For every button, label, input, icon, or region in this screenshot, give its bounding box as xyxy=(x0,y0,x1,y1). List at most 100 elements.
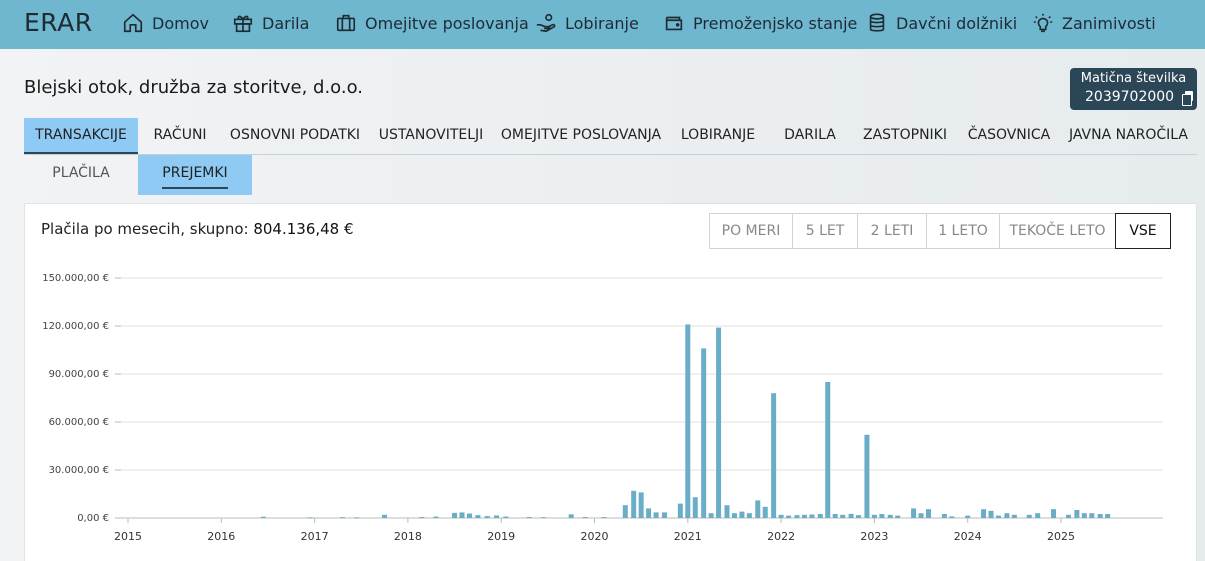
nav-item-omejitve-poslovanja[interactable]: Omejitve poslovanja xyxy=(335,12,529,34)
chart-bar[interactable] xyxy=(724,505,730,518)
chart-bar[interactable] xyxy=(653,512,659,518)
chart-bar[interactable] xyxy=(949,516,955,518)
chart-bar[interactable] xyxy=(638,492,644,518)
chart-bar[interactable] xyxy=(771,393,777,518)
chart-bar[interactable] xyxy=(382,514,388,518)
chart-bar[interactable] xyxy=(755,500,761,518)
chart-bar[interactable] xyxy=(848,513,854,518)
chart-bar[interactable] xyxy=(685,324,691,518)
chart-bar[interactable] xyxy=(433,516,439,518)
tab-casovnica[interactable]: ČASOVNICA xyxy=(967,127,1051,143)
chart-bar[interactable] xyxy=(786,515,792,518)
tab-darila[interactable]: DARILA xyxy=(784,127,836,143)
chart-bar[interactable] xyxy=(801,514,807,518)
tab-lobiranje[interactable]: LOBIRANJE xyxy=(680,127,756,143)
chart-bar[interactable] xyxy=(582,517,588,519)
chart-bar[interactable] xyxy=(701,348,707,518)
chart-bar[interactable] xyxy=(466,513,472,518)
tab-osnovni-podatki[interactable]: OSNOVNI PODATKI xyxy=(229,127,361,143)
tab-transakcije[interactable]: TRANSAKCIJE xyxy=(24,118,138,154)
chart-bar[interactable] xyxy=(1089,513,1095,518)
chart-bar[interactable] xyxy=(778,514,784,518)
subtab-prejemki[interactable]: PREJEMKI xyxy=(138,155,252,195)
chart-bar[interactable] xyxy=(307,517,313,519)
nav-item-zanimivosti[interactable]: Zanimivosti xyxy=(1032,12,1156,34)
chart-bar[interactable] xyxy=(1051,509,1057,518)
chart-bar[interactable] xyxy=(887,514,893,518)
chart-bar[interactable] xyxy=(459,512,465,518)
chart-bar[interactable] xyxy=(708,513,714,518)
chart-bar[interactable] xyxy=(601,517,607,519)
chart-bar[interactable] xyxy=(631,490,637,518)
chart-bar[interactable] xyxy=(677,503,683,518)
chart-bar[interactable] xyxy=(1026,514,1032,518)
chart-bar[interactable] xyxy=(995,515,1001,518)
chart-bar[interactable] xyxy=(941,514,947,518)
chart-bar[interactable] xyxy=(832,514,838,518)
chart-bar[interactable] xyxy=(856,515,862,518)
chart-bar[interactable] xyxy=(918,513,924,518)
range-custom-button[interactable]: PO MERI xyxy=(709,213,793,249)
chart-bar[interactable] xyxy=(840,514,846,518)
tab-zastopniki[interactable]: ZASTOPNIKI xyxy=(863,127,947,143)
range-all-button[interactable]: VSE xyxy=(1115,213,1171,249)
chart-bar[interactable] xyxy=(739,511,745,518)
chart-bar[interactable] xyxy=(692,497,698,518)
chart-bar[interactable] xyxy=(1035,513,1041,518)
chart-bar[interactable] xyxy=(503,516,509,518)
chart-bar[interactable] xyxy=(794,515,800,518)
chart-bar[interactable] xyxy=(1065,514,1071,518)
chart-bar[interactable] xyxy=(484,516,490,518)
tab-javna-narocila[interactable]: JAVNA NAROČILA xyxy=(1068,127,1189,143)
chart-bar[interactable] xyxy=(731,513,737,518)
nav-item-lobiranje[interactable]: Lobiranje xyxy=(535,12,639,34)
chart-bar[interactable] xyxy=(475,515,481,518)
chart-bar[interactable] xyxy=(452,512,458,518)
chart-bar[interactable] xyxy=(646,508,652,518)
nav-item-premozenjsko-stanje[interactable]: Premoženjsko stanje xyxy=(663,12,857,34)
chart-bar[interactable] xyxy=(354,517,360,519)
copy-icon[interactable] xyxy=(1182,90,1194,106)
chart-bar[interactable] xyxy=(1097,514,1103,518)
range-current-year-button[interactable]: TEKOČE LETO xyxy=(999,213,1116,249)
chart-bar[interactable] xyxy=(879,514,885,518)
chart-bar[interactable] xyxy=(871,514,877,518)
chart-bar[interactable] xyxy=(825,382,831,518)
chart-bar[interactable] xyxy=(809,514,815,518)
chart-bar[interactable] xyxy=(911,508,917,518)
subtab-placila[interactable]: PLAČILA xyxy=(24,155,138,195)
chart-bar[interactable] xyxy=(981,509,987,518)
chart-bar[interactable] xyxy=(864,434,870,518)
chart-bar[interactable] xyxy=(622,505,628,518)
nav-item-davcni-dolzniki[interactable]: Davčni dolžniki xyxy=(866,12,1017,34)
range-2-years-button[interactable]: 2 LETI xyxy=(857,213,927,249)
tab-omejitve-poslovanja[interactable]: OMEJITVE POSLOVANJA xyxy=(500,127,662,143)
chart-bar[interactable] xyxy=(746,513,752,518)
range-1-year-button[interactable]: 1 LETO xyxy=(926,213,1000,249)
chart-bar[interactable] xyxy=(340,517,346,519)
chart-bar[interactable] xyxy=(716,327,722,518)
tab-racuni[interactable]: RAČUNI xyxy=(153,127,207,143)
chart-bar[interactable] xyxy=(988,510,994,518)
nav-item-domov[interactable]: Domov xyxy=(122,12,209,34)
chart-bar[interactable] xyxy=(1004,513,1010,518)
chart-bar[interactable] xyxy=(1011,514,1017,518)
chart-bar[interactable] xyxy=(526,517,532,519)
brand-logo[interactable]: ERAR xyxy=(24,8,93,37)
chart-bar[interactable] xyxy=(540,517,546,519)
chart-bar[interactable] xyxy=(1074,510,1080,518)
chart-bar[interactable] xyxy=(260,516,266,518)
chart-bar[interactable] xyxy=(895,515,901,518)
chart-bar[interactable] xyxy=(661,512,667,518)
chart-bar[interactable] xyxy=(419,517,425,519)
nav-item-darila[interactable]: Darila xyxy=(232,12,309,34)
chart-bar[interactable] xyxy=(1105,514,1111,518)
chart-bar[interactable] xyxy=(494,515,500,518)
chart-bar[interactable] xyxy=(817,514,823,518)
chart-bar[interactable] xyxy=(926,509,932,518)
chart-bar[interactable] xyxy=(1081,513,1087,518)
tab-ustanovitelji[interactable]: USTANOVITELJI xyxy=(378,127,484,143)
chart-bar[interactable] xyxy=(965,515,971,518)
chart-bar[interactable] xyxy=(568,514,574,518)
chart-bar[interactable] xyxy=(762,506,768,518)
